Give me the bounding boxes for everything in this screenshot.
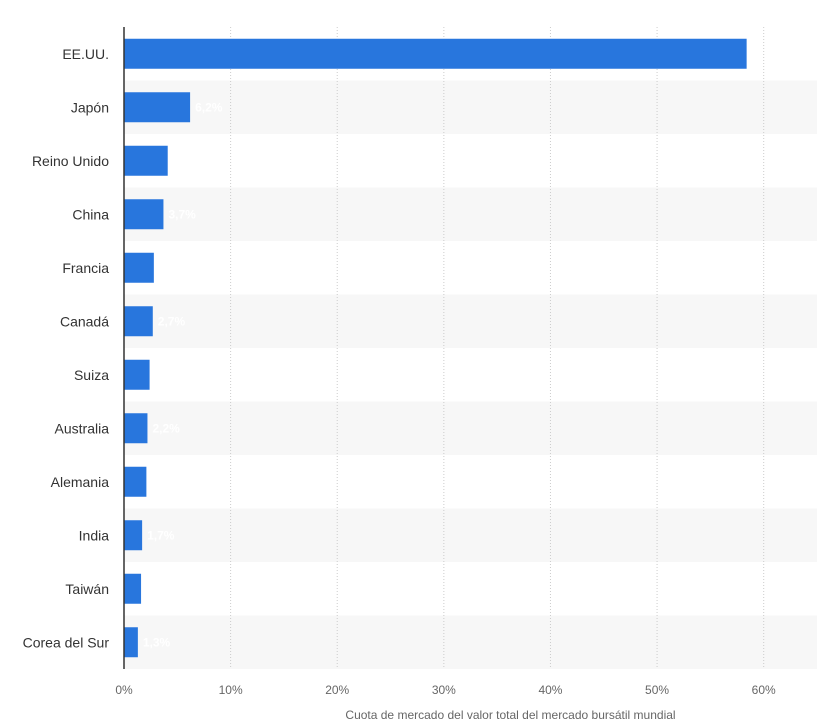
category-label: Francia [62,260,109,276]
category-labels: EE.UU. Japón Reino Unido China Francia Canadá… [23,46,110,651]
bar[interactable] [124,573,142,604]
data-label: 6,2% [195,100,223,114]
bar[interactable] [124,359,150,390]
category-label: Corea del Sur [23,634,110,650]
x-tick-label: 60% [752,683,776,697]
x-tick-label: 20% [325,683,349,697]
row-band [124,80,817,134]
category-label: Alemania [51,474,110,490]
category-label: Australia [55,420,110,436]
bars: 6,2% 3,7% 2,7% 2,2% 1,7% 1,3% [124,38,747,658]
data-label: 2,2% [152,421,180,435]
row-band [124,187,817,241]
category-label: India [79,527,110,543]
category-label: China [72,206,109,222]
bar[interactable] [124,199,164,230]
x-tick-label: 10% [219,683,243,697]
data-label: 1,3% [143,635,171,649]
x-tick-label: 50% [645,683,669,697]
bar[interactable] [124,38,747,69]
bar[interactable] [124,252,154,283]
bar[interactable] [124,145,168,176]
row-band [124,615,817,669]
row-band [124,401,817,455]
row-band [124,508,817,562]
x-tick-label: 30% [432,683,456,697]
x-axis-ticks: 0% 10% 20% 30% 40% 50% 60% [115,683,776,697]
category-label: Reino Unido [32,153,109,169]
category-label: Suiza [74,367,109,383]
x-tick-label: 0% [115,683,133,697]
data-label: 2,7% [158,314,186,328]
bar[interactable] [124,466,147,497]
x-axis-title: Cuota de mercado del valor total del mer… [345,708,675,722]
category-label: Japón [71,99,109,115]
category-label: EE.UU. [62,46,109,62]
category-label: Canadá [60,313,109,329]
row-bands [124,80,817,669]
row-band [124,294,817,348]
bar[interactable] [124,92,191,123]
bar[interactable] [124,627,138,658]
gridlines [230,27,765,669]
data-label: 1,7% [147,528,175,542]
bar[interactable] [124,306,153,337]
category-label: Taiwán [65,581,109,597]
bar[interactable] [124,413,148,444]
data-label: 3,7% [168,207,196,221]
bar[interactable] [124,520,143,551]
x-tick-label: 40% [538,683,562,697]
